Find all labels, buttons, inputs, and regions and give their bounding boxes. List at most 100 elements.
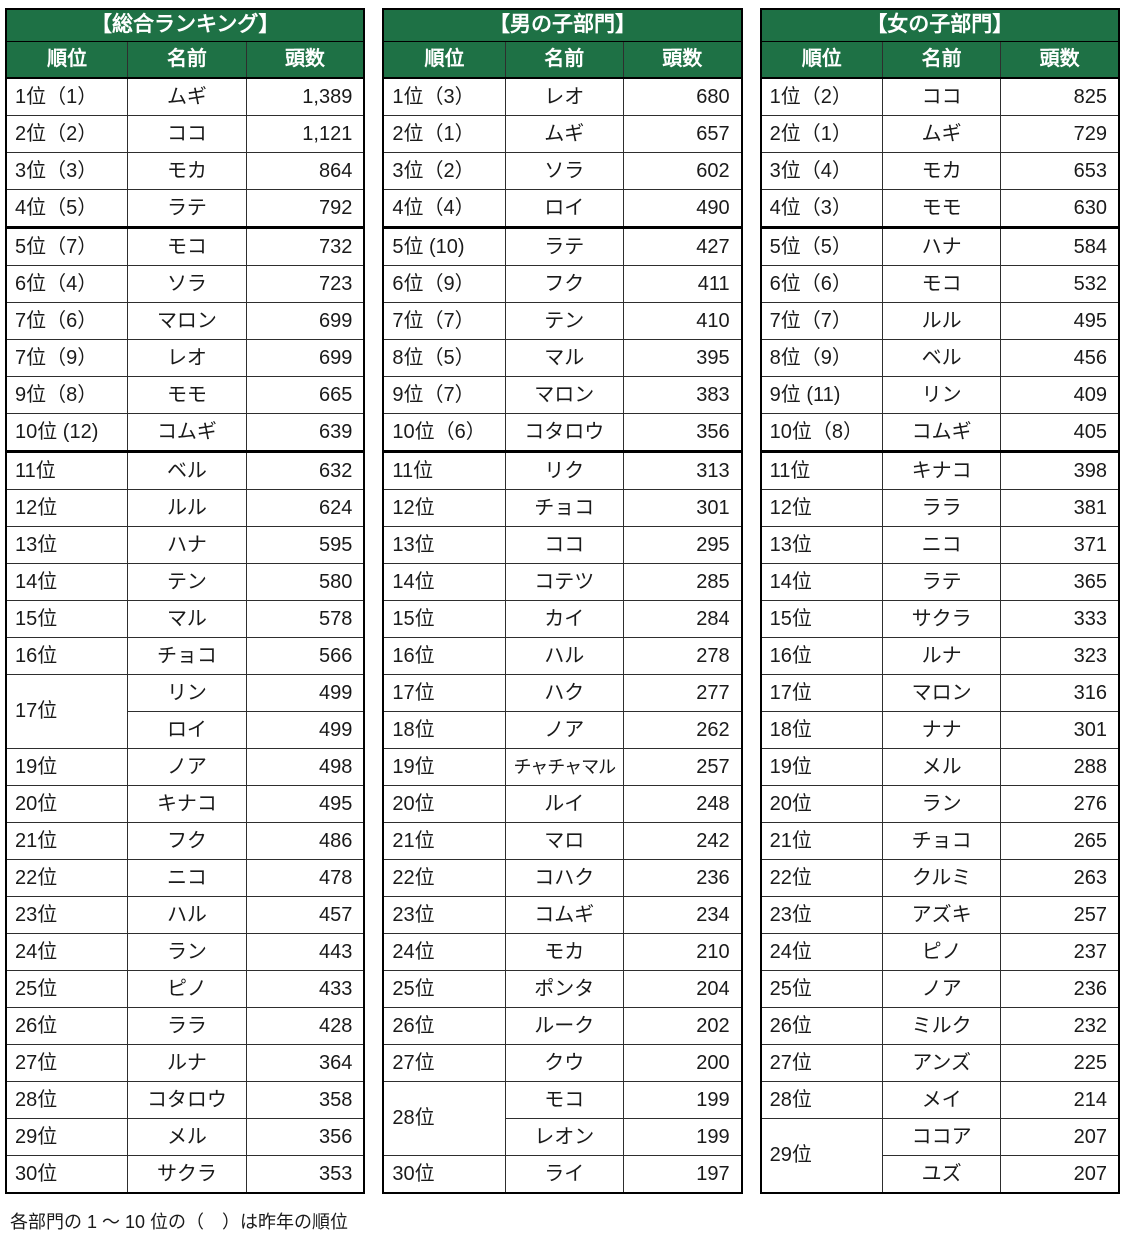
table-row: 19位 ノア 498	[5, 748, 365, 786]
count-cell: 207	[1000, 1155, 1120, 1194]
count-cell: 495	[1000, 302, 1120, 340]
rank-cell: 17位	[5, 674, 129, 749]
count-cell: 236	[1000, 970, 1120, 1008]
ranking-tables: 【総合ランキング】 順位 名前 頭数 1位（1） ムギ 1,389 2位（2） ココ 1,121 3…	[5, 8, 1120, 1194]
count-cell: 411	[622, 265, 743, 303]
table-row: ロイ 499	[6, 711, 365, 749]
rank-cell: 21位	[5, 822, 129, 860]
name-cell: チャチャマル	[504, 748, 624, 786]
name-cell: チョコ	[504, 489, 624, 527]
rank-cell: 22位	[760, 859, 883, 897]
count-cell: 486	[245, 822, 365, 860]
rank-cell: 19位	[760, 748, 883, 786]
count-cell: 680	[622, 77, 743, 116]
count-cell: 732	[245, 227, 365, 266]
table-row: 17位 マロン 316	[760, 674, 1120, 712]
count-cell: 792	[245, 189, 365, 229]
name-cell: リン	[881, 376, 1002, 414]
rank-cell: 13位	[760, 526, 883, 564]
table-row: 27位 ルナ 364	[5, 1044, 365, 1082]
name-cell: ハル	[504, 637, 624, 675]
table-row: 1位（3） レオ 680	[382, 77, 743, 116]
name-cell: ロイ	[504, 189, 624, 229]
count-cell: 478	[245, 859, 365, 897]
column-header-name: 名前	[881, 41, 1002, 79]
count-cell: 405	[1000, 413, 1120, 453]
rank-cell: 7位（7）	[382, 302, 506, 340]
rank-cell: 12位	[5, 489, 129, 527]
name-cell: フク	[504, 265, 624, 303]
table-row: 4位（5） ラテ 792	[5, 189, 365, 229]
name-cell: ラテ	[504, 227, 624, 266]
rank-cell: 24位	[382, 933, 506, 971]
rank-cell: 24位	[5, 933, 129, 971]
name-cell: ラテ	[127, 189, 247, 229]
table-row: 9位（8） モモ 665	[5, 376, 365, 414]
name-cell: ノア	[504, 711, 624, 749]
name-cell: コムギ	[881, 413, 1002, 453]
table-row: 9位（7） マロン 383	[382, 376, 743, 414]
rank-cell: 10位（6）	[382, 413, 506, 453]
table-row: 15位 サクラ 333	[760, 600, 1120, 638]
count-cell: 398	[1000, 451, 1120, 490]
rank-cell: 15位	[382, 600, 506, 638]
table-title: 【総合ランキング】	[5, 8, 365, 42]
rank-cell: 9位 (11)	[760, 376, 883, 414]
count-cell: 214	[1000, 1081, 1120, 1119]
name-cell: コタロウ	[504, 413, 624, 453]
table-row: 13位 ココ 295	[382, 526, 743, 564]
rank-cell: 14位	[382, 563, 506, 601]
name-cell: ココ	[881, 77, 1002, 116]
name-cell: ナナ	[881, 711, 1002, 749]
name-cell: モモ	[127, 376, 247, 414]
table-row: 12位 チョコ 301	[382, 489, 743, 527]
name-cell: ルイ	[504, 785, 624, 823]
count-cell: 199	[622, 1118, 743, 1156]
rank-cell: 2位（1）	[760, 115, 883, 153]
table-row: 3位（4） モカ 653	[760, 152, 1120, 190]
table-row: 24位 ラン 443	[5, 933, 365, 971]
count-cell: 295	[622, 526, 743, 564]
name-cell: マロン	[127, 302, 247, 340]
rank-cell: 3位（4）	[760, 152, 883, 190]
rank-cell: 14位	[5, 563, 129, 601]
name-cell: コタロウ	[127, 1081, 247, 1119]
table-row: 20位 ラン 276	[760, 785, 1120, 823]
table-row: 10位（6） コタロウ 356	[382, 413, 743, 453]
table-row: 25位 ノア 236	[760, 970, 1120, 1008]
footnote-text: 各部門の 1 ～ 10 位の（ ）は昨年の順位	[10, 1212, 349, 1232]
count-cell: 232	[1000, 1007, 1120, 1045]
table-row: 23位 ハル 457	[5, 896, 365, 934]
count-cell: 383	[622, 376, 743, 414]
table-row: 30位 ライ 197	[382, 1155, 743, 1194]
count-cell: 316	[1000, 674, 1120, 712]
name-cell: アズキ	[881, 896, 1002, 934]
name-cell: ムギ	[127, 77, 247, 116]
rank-cell: 10位 (12)	[5, 413, 129, 453]
table-row: 6位（6） モコ 532	[760, 265, 1120, 303]
name-cell: ユズ	[881, 1155, 1002, 1194]
count-cell: 257	[1000, 896, 1120, 934]
table-row: 29位 メル 356	[5, 1118, 365, 1156]
count-cell: 699	[245, 302, 365, 340]
table-row: 13位 ニコ 371	[760, 526, 1120, 564]
rank-cell: 4位（3）	[760, 189, 883, 229]
count-cell: 284	[622, 600, 743, 638]
column-header-count: 頭数	[245, 41, 365, 79]
count-cell: 499	[245, 674, 365, 712]
rank-cell: 17位	[382, 674, 506, 712]
rank-cell: 1位（2）	[760, 77, 883, 116]
rank-cell: 28位	[760, 1081, 883, 1119]
count-cell: 207	[1000, 1118, 1120, 1156]
count-cell: 263	[1000, 859, 1120, 897]
count-cell: 236	[622, 859, 743, 897]
table-row: 18位 ノア 262	[382, 711, 743, 749]
count-cell: 237	[1000, 933, 1120, 971]
count-cell: 204	[622, 970, 743, 1008]
table-row: 10位（8） コムギ 405	[760, 413, 1120, 453]
name-cell: ハル	[127, 896, 247, 934]
name-cell: ソラ	[504, 152, 624, 190]
rank-cell: 21位	[382, 822, 506, 860]
count-cell: 356	[622, 413, 743, 453]
name-cell: ミルク	[881, 1007, 1002, 1045]
